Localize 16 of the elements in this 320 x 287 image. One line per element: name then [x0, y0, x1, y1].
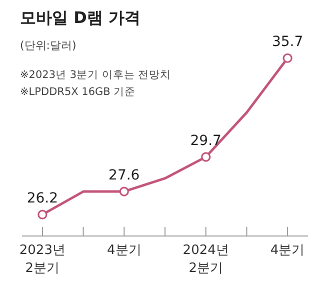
x-tick-label: 2024년 2분기 — [182, 243, 229, 276]
annotation: ※2023년 3분기 이후는 전망치 — [20, 68, 172, 82]
data-label: 29.7 — [190, 132, 222, 149]
point — [38, 210, 48, 220]
x-tick-label: 4분기 — [107, 243, 142, 258]
chart-title: 모바일 D램 가격 — [20, 8, 140, 29]
x-tick-label: 4분기 — [270, 243, 305, 258]
data-label: 35.7 — [272, 34, 304, 50]
chart-subtitle: (단위:달러) — [20, 38, 76, 53]
data-label: 27.6 — [108, 168, 140, 184]
x-tick-label: 2023년 2분기 — [19, 243, 66, 276]
point — [119, 186, 129, 196]
point — [201, 152, 211, 162]
data-label: 26.2 — [26, 190, 58, 207]
annotation: ※LPDDR5X 16GB 기준 — [20, 85, 136, 99]
point — [282, 53, 292, 63]
